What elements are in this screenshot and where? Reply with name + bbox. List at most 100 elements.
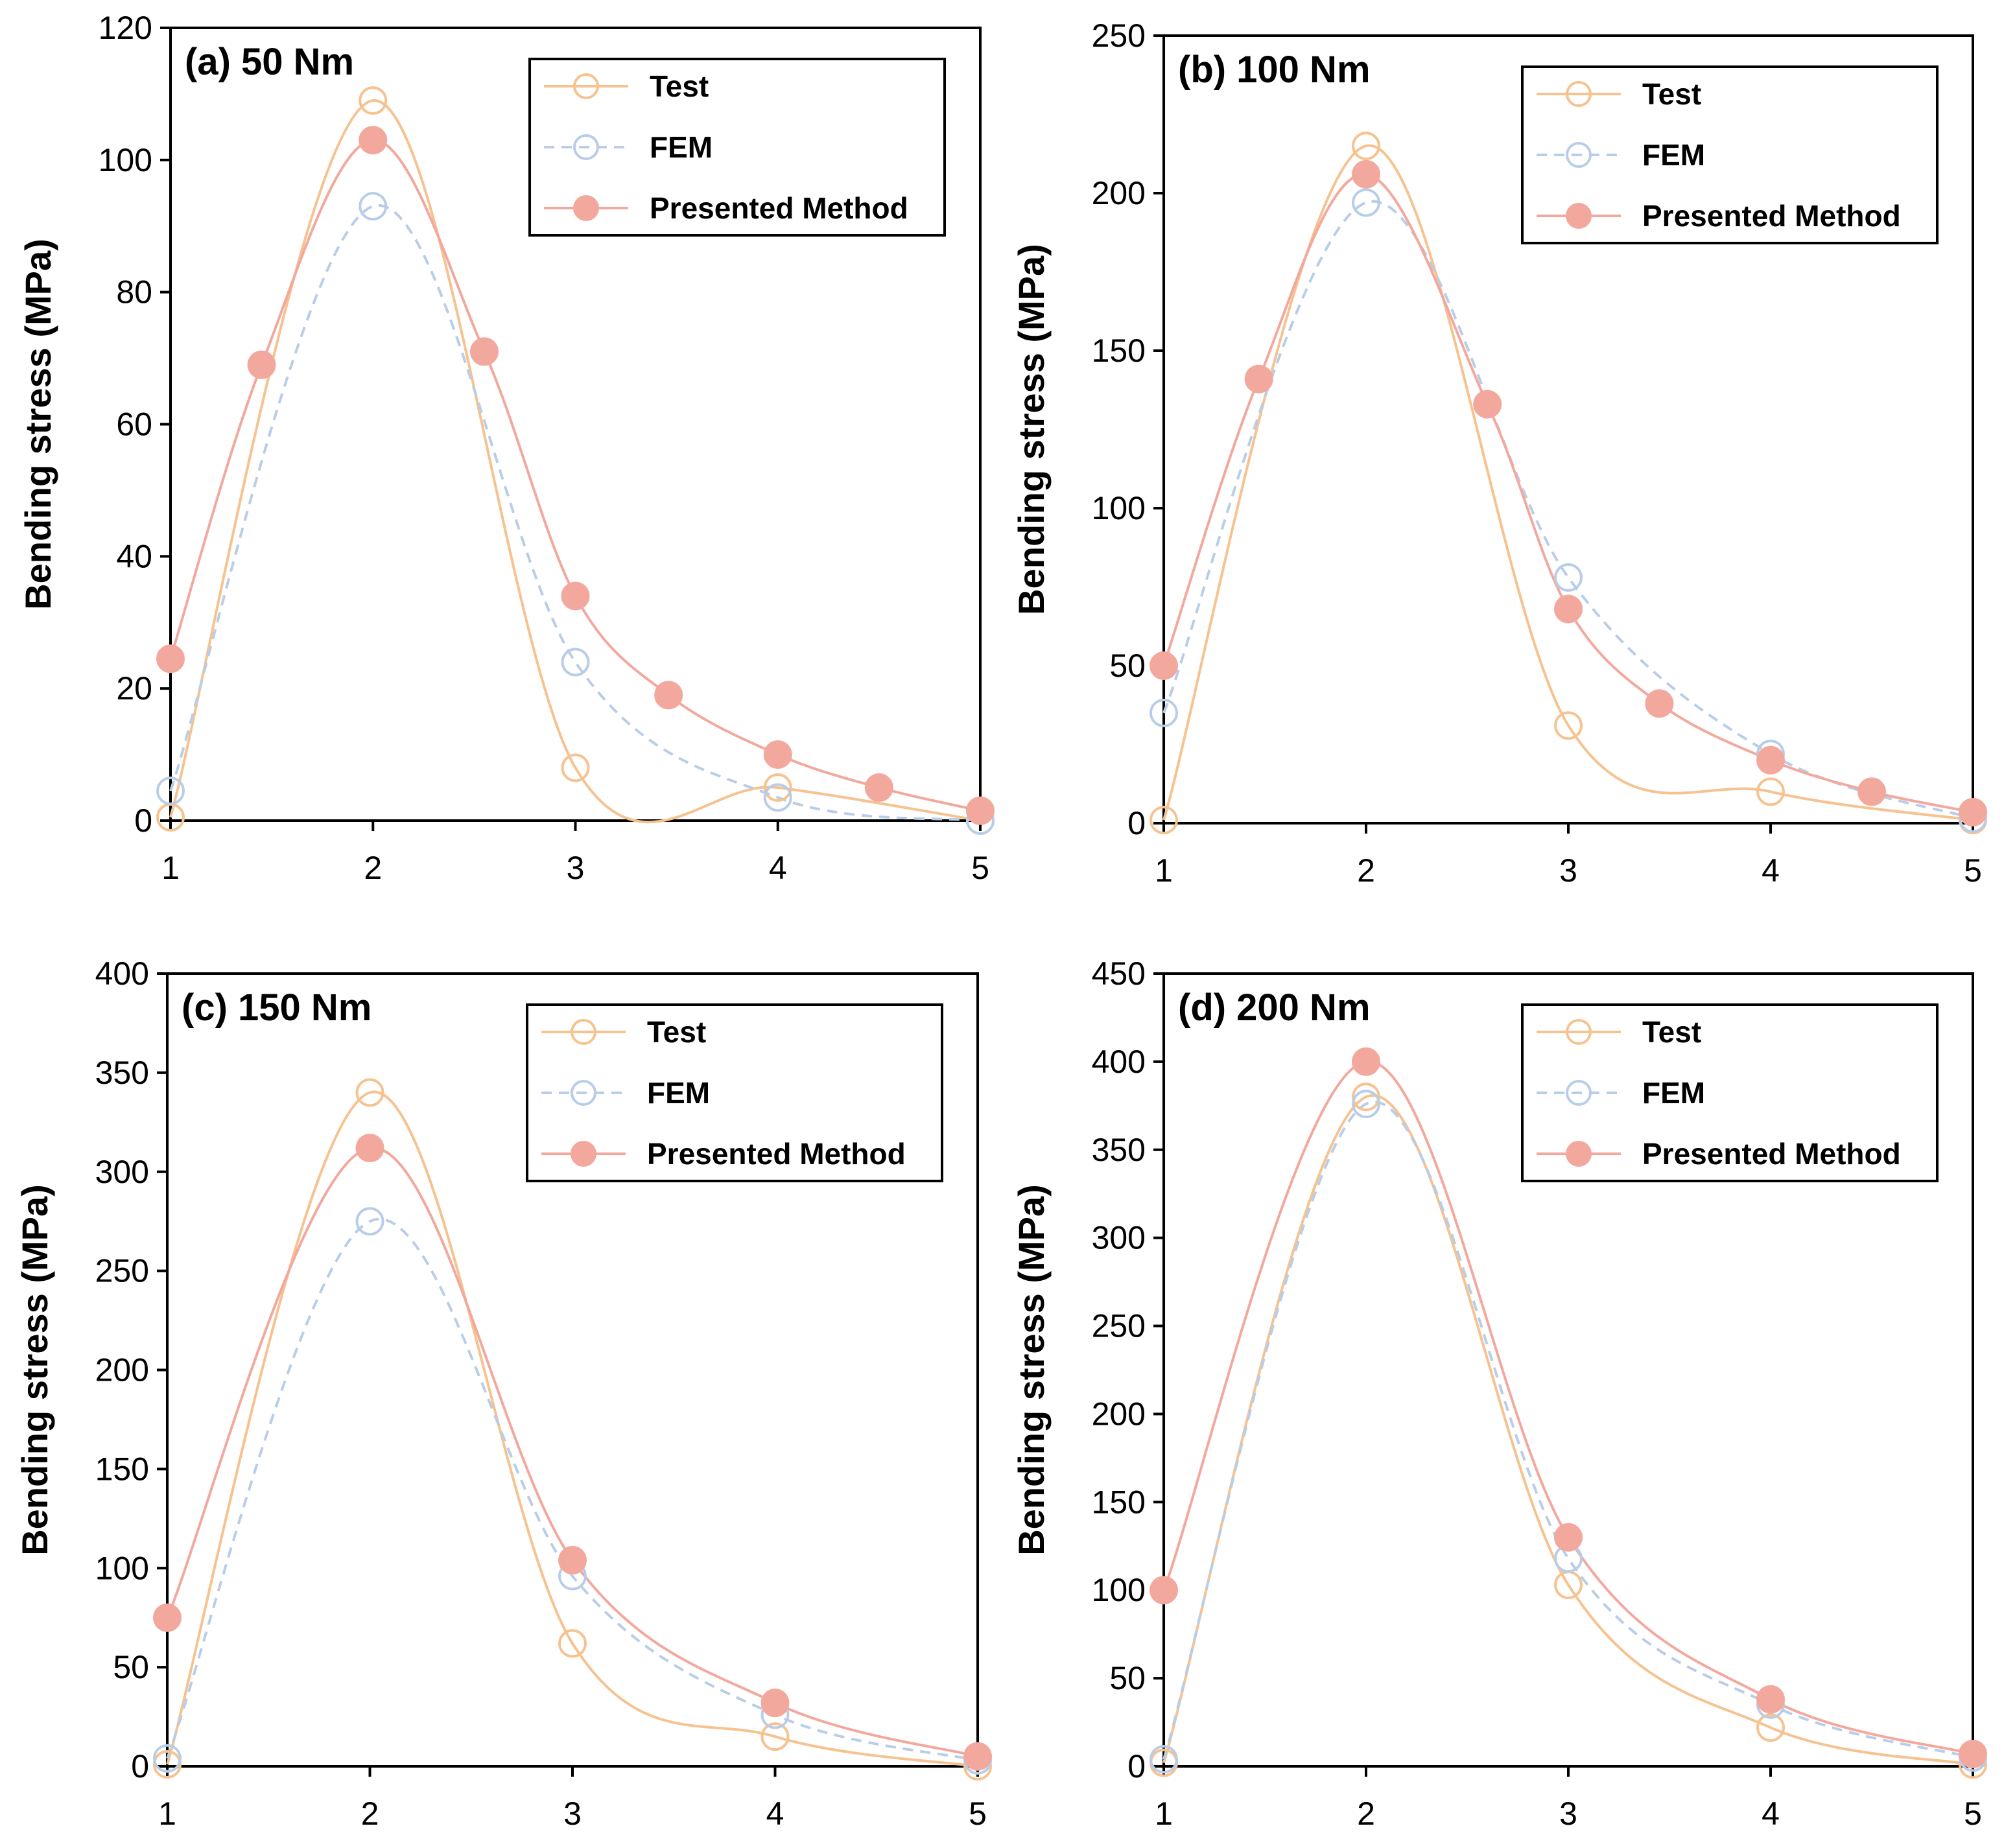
legend-marker <box>573 195 599 221</box>
y-tick-label: 250 <box>1092 1308 1146 1344</box>
data-point-test <box>1554 711 1583 740</box>
data-point-test <box>1756 777 1785 806</box>
data-point-presented-method <box>355 1134 384 1163</box>
legend-marker <box>1566 81 1592 107</box>
data-point-fem <box>359 192 388 221</box>
data-point-presented-method <box>1473 390 1502 419</box>
legend-entry: FEM <box>1642 138 1705 172</box>
y-tick-label: 50 <box>1109 1660 1146 1696</box>
x-tick-label: 1 <box>1155 852 1173 889</box>
y-axis-label: Bending stress (MPa) <box>18 239 58 610</box>
data-point-test <box>1149 806 1178 835</box>
data-point-presented-method <box>558 1546 587 1575</box>
y-tick-label: 100 <box>95 1550 149 1586</box>
x-tick-label: 1 <box>158 1795 176 1832</box>
data-point-presented-method <box>359 126 388 155</box>
legend-marker <box>1566 1141 1592 1167</box>
data-point-presented-method <box>156 644 185 673</box>
x-tick-label: 5 <box>969 1795 987 1832</box>
y-tick-label: 20 <box>116 670 152 707</box>
series-line-presented-method <box>166 1147 978 1758</box>
data-point-fem <box>153 1744 182 1773</box>
series-line-presented-method <box>169 139 981 812</box>
data-point-presented-method <box>864 773 893 802</box>
x-tick-label: 4 <box>1762 852 1780 889</box>
x-tick-label: 5 <box>1964 1795 1982 1832</box>
legend-entry: FEM <box>1642 1076 1705 1110</box>
y-tick-label: 60 <box>116 406 152 443</box>
y-tick-label: 100 <box>1092 1572 1146 1608</box>
data-point-presented-method <box>1645 689 1674 718</box>
legend-marker <box>573 134 599 160</box>
chart-panel-2: 0 50 100 150 200 250 300 350 400 1 2 3 4 5 Bending str… <box>14 955 992 1832</box>
data-point-presented-method <box>153 1603 182 1632</box>
y-tick-label: 120 <box>99 10 152 46</box>
legend-marker <box>1566 1019 1592 1045</box>
y-tick-label: 400 <box>1092 1044 1146 1080</box>
legend-entry: Presented Method <box>647 1137 906 1171</box>
chart-panel-1: 0 50 100 150 200 250 1 2 3 4 5 Bending stress (MPa)… <box>1011 18 1987 889</box>
legend-entry: FEM <box>647 1076 710 1110</box>
y-tick-label: 0 <box>131 1748 149 1784</box>
x-tick-label: 2 <box>1357 852 1375 889</box>
x-tick-label: 4 <box>766 1795 784 1832</box>
data-point-presented-method <box>763 740 792 769</box>
y-tick-label: 0 <box>134 802 152 839</box>
data-point-presented-method <box>1554 594 1583 624</box>
series-line-fem <box>166 1218 978 1762</box>
data-point-fem <box>1352 1090 1380 1119</box>
x-tick-label: 5 <box>1964 852 1982 889</box>
legend-marker <box>1566 203 1592 229</box>
y-tick-label: 100 <box>99 142 152 178</box>
data-point-presented-method <box>1149 651 1178 680</box>
legend-marker <box>571 1019 596 1045</box>
series-line-test <box>1162 144 1974 822</box>
data-point-test <box>355 1078 384 1107</box>
y-tick-label: 300 <box>95 1154 149 1190</box>
series-line-test <box>166 1090 978 1768</box>
y-tick-label: 50 <box>1109 648 1146 684</box>
panel-title: (b) 100 Nm <box>1178 49 1371 91</box>
data-point-presented-method <box>654 681 683 710</box>
x-tick-label: 4 <box>1762 1795 1780 1832</box>
series-line-presented-method <box>1162 1060 1974 1755</box>
data-point-presented-method <box>1959 797 1987 826</box>
data-point-presented-method <box>963 1742 992 1771</box>
x-tick-label: 1 <box>161 850 180 886</box>
y-tick-label: 0 <box>1127 1748 1146 1784</box>
data-point-presented-method <box>1756 1685 1785 1714</box>
data-point-test <box>1756 1713 1785 1742</box>
legend-entry: FEM <box>650 130 713 164</box>
y-tick-label: 150 <box>95 1451 149 1487</box>
data-point-test <box>561 753 590 782</box>
x-tick-label: 3 <box>1559 1795 1577 1832</box>
chart-panel-0: 0 20 40 60 80 100 120 1 2 3 4 5 Bending stress (MPa)… <box>18 10 995 886</box>
data-point-presented-method <box>1857 777 1886 806</box>
y-tick-label: 350 <box>95 1055 149 1091</box>
x-tick-label: 3 <box>563 1795 582 1832</box>
y-axis-label: Bending stress (MPa) <box>1011 1184 1052 1556</box>
y-tick-label: 400 <box>95 955 149 992</box>
legend-entry: Presented Method <box>1642 199 1901 233</box>
y-tick-label: 150 <box>1092 1484 1146 1520</box>
y-tick-label: 250 <box>95 1253 149 1289</box>
panel-title: (a) 50 Nm <box>185 41 354 83</box>
data-point-fem <box>1554 563 1583 592</box>
y-tick-label: 450 <box>1092 955 1146 992</box>
legend-marker <box>1566 1080 1592 1106</box>
y-tick-label: 80 <box>116 274 152 310</box>
data-point-test <box>558 1629 587 1658</box>
data-point-presented-method <box>1352 1047 1380 1076</box>
legend-marker <box>1566 142 1592 168</box>
data-point-presented-method <box>760 1689 790 1718</box>
data-point-presented-method <box>1756 745 1785 775</box>
series-line-test <box>169 99 981 824</box>
y-tick-label: 40 <box>116 538 152 574</box>
data-point-fem <box>355 1207 384 1236</box>
x-tick-label: 5 <box>971 850 989 886</box>
data-point-test <box>153 1749 182 1779</box>
legend-entry: Test <box>1642 77 1701 111</box>
x-tick-label: 2 <box>364 850 382 886</box>
x-tick-label: 2 <box>361 1795 379 1832</box>
